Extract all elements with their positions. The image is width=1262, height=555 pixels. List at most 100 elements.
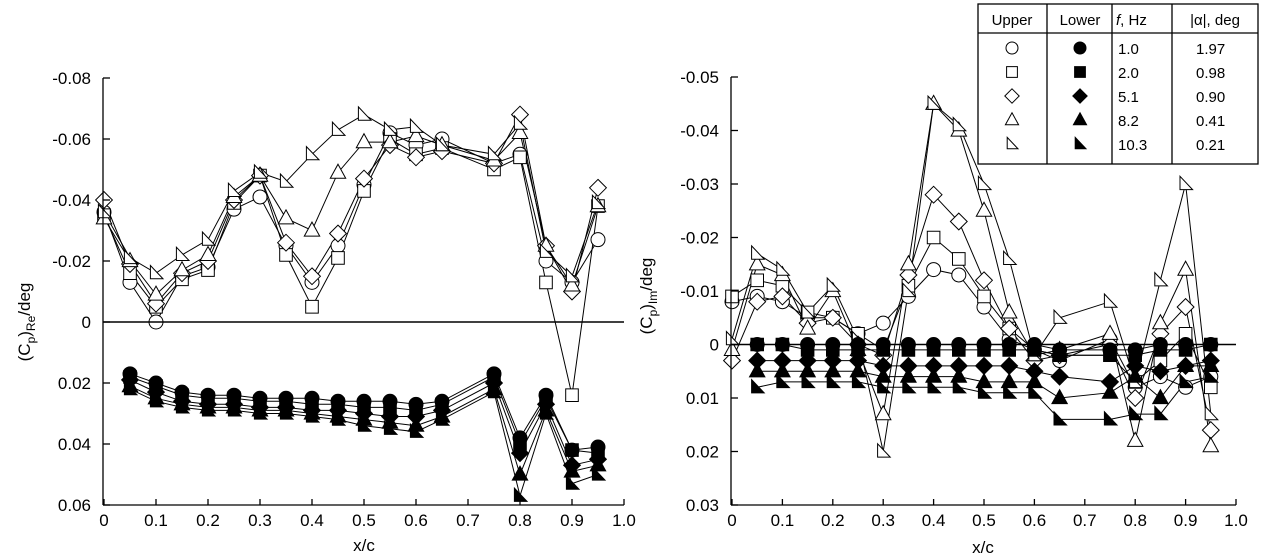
x-tick-label: 0.9	[1174, 511, 1198, 530]
data-point-upper-circle	[926, 262, 942, 278]
legend-frame	[977, 3, 1259, 165]
data-point-upper-triangle-right	[331, 120, 347, 136]
data-point-lower-triangle-up	[748, 361, 766, 378]
data-point-upper-diamond	[354, 169, 374, 188]
legend-marker-lower-square	[1074, 66, 1086, 78]
data-point-upper-diamond	[899, 265, 918, 285]
x-tick-label: 0.7	[1073, 511, 1097, 530]
data-point-upper-triangle-up	[748, 254, 766, 271]
chart-left: -0.08 -0.06 -0.04 -0.02 0 0.02 0.04 0.06 0 0.1 0.2…	[15, 69, 636, 555]
data-point-upper-triangle-up	[511, 123, 529, 139]
data-point-upper-triangle-up	[1151, 313, 1169, 330]
legend-frequency-value: 5.1	[1118, 89, 1139, 106]
data-point-lower-square	[1128, 348, 1142, 362]
legend-table: Upper Lower f, Hz |α|, deg 1.0 1.97 2.0 0.9…	[977, 3, 1259, 165]
data-point-upper-triangle-right	[751, 244, 766, 260]
data-point-lower-triangle-up	[1151, 388, 1169, 405]
data-point-lower-triangle-up	[824, 361, 842, 378]
legend-rows: 1.0 1.97 2.0 0.98 5.1 0.90 8.2 0.41 10.3 0.21	[1004, 41, 1225, 154]
data-point-lower-triangle-up	[1025, 372, 1043, 389]
data-point-lower-triangle-up	[1051, 388, 1069, 405]
data-point-lower-triangle-right	[305, 407, 321, 423]
data-point-lower-triangle-up	[1000, 372, 1018, 389]
legend-marker-lower-triangle-right	[1074, 136, 1088, 150]
data-point-upper-triangle-right	[539, 242, 555, 258]
legend-frequency-value: 8.2	[1118, 113, 1139, 130]
data-point-upper-triangle-right	[227, 181, 243, 197]
legend-alpha-value: 0.41	[1196, 113, 1225, 130]
data-point-upper-triangle-right	[1003, 249, 1018, 265]
data-point-lower-triangle-right	[591, 465, 607, 481]
x-tick-label: 0.6	[404, 511, 428, 530]
y-tick-label: -0.03	[680, 175, 719, 194]
data-point-upper-triangle-right	[201, 230, 217, 246]
data-point-lower-square	[952, 343, 966, 357]
y-tick-label: 0.02	[58, 374, 91, 393]
y-tick-label: -0.04	[680, 122, 719, 141]
data-point-upper-triangle-right	[97, 203, 113, 219]
data-point-lower-square	[1178, 343, 1193, 357]
data-point-lower-diamond	[1151, 362, 1170, 381]
data-point-upper-triangle-up	[303, 221, 321, 237]
legend-frequency-value: 1.0	[1118, 41, 1139, 58]
data-point-lower-triangle-right	[1103, 410, 1119, 426]
data-point-lower-triangle-right	[952, 378, 967, 394]
data-point-upper-diamond	[588, 178, 608, 197]
y-tick-label: -0.04	[52, 191, 91, 210]
y-tick-label: 0.03	[686, 496, 719, 515]
data-point-upper-square	[750, 273, 764, 288]
data-point-upper-square	[725, 289, 739, 304]
data-point-lower-triangle-up	[799, 361, 817, 378]
data-point-lower-diamond	[1050, 367, 1069, 386]
data-point-upper-triangle-up	[1202, 436, 1220, 453]
data-point-lower-square	[1002, 343, 1016, 357]
data-point-upper-triangle-right	[927, 94, 942, 110]
data-point-upper-triangle-right	[902, 282, 917, 298]
legend-alpha-value: 1.97	[1196, 41, 1225, 58]
data-point-lower-triangle-right	[851, 373, 867, 389]
data-point-lower-diamond	[510, 443, 530, 463]
legend-marker-lower-circle	[1073, 41, 1087, 55]
legend-marker-upper-triangle-up	[1004, 111, 1020, 126]
legend-header-alpha: |α|, deg	[1190, 12, 1240, 29]
legend-marker-lower-triangle-up	[1072, 111, 1088, 126]
data-point-lower-triangle-up	[975, 372, 993, 389]
data-point-upper-triangle-right	[383, 120, 399, 136]
y-tick-label: -0.02	[52, 252, 91, 271]
legend-alpha-value: 0.90	[1196, 89, 1225, 106]
data-point-upper-diamond	[1201, 420, 1220, 440]
data-point-lower-triangle-right	[1028, 383, 1043, 399]
data-point-lower-triangle-right	[175, 398, 191, 414]
data-point-upper-square	[565, 388, 579, 402]
data-point-upper-triangle-up	[381, 132, 399, 149]
data-point-upper-circle	[951, 267, 967, 283]
data-point-lower-triangle-right	[201, 401, 217, 417]
data-point-upper-triangle-up	[563, 275, 581, 292]
y-tick-label: 0	[710, 336, 719, 355]
data-point-upper-diamond	[924, 185, 943, 204]
data-point-upper-square	[331, 251, 345, 265]
y-tick-label: 0.06	[58, 496, 91, 515]
data-point-lower-square	[851, 343, 865, 357]
data-point-lower-triangle-right	[826, 373, 841, 389]
data-point-upper-triangle-right	[305, 145, 321, 161]
data-point-upper-triangle-right	[1154, 271, 1169, 287]
data-point-lower-triangle-right	[435, 410, 451, 426]
data-point-upper-diamond	[1000, 319, 1019, 338]
data-point-upper-triangle-up	[173, 260, 191, 277]
data-point-lower-triangle-right	[539, 404, 555, 420]
data-point-lower-triangle-up	[1177, 356, 1195, 372]
data-point-upper-diamond	[276, 233, 296, 252]
data-point-lower-triangle-right	[902, 378, 917, 394]
y-tick-label: -0.05	[680, 68, 719, 87]
x-tick-label: 0.1	[771, 511, 795, 530]
legend-header-upper: Upper	[992, 12, 1033, 29]
data-point-lower-triangle-right	[1204, 367, 1219, 383]
data-point-lower-triangle-up	[1101, 383, 1119, 399]
y-tick-label: 0.02	[686, 443, 719, 462]
data-point-lower-triangle-up	[874, 367, 892, 383]
data-point-lower-square	[1027, 343, 1042, 357]
data-point-lower-triangle-right	[487, 383, 503, 399]
data-point-lower-triangle-right	[279, 404, 295, 420]
